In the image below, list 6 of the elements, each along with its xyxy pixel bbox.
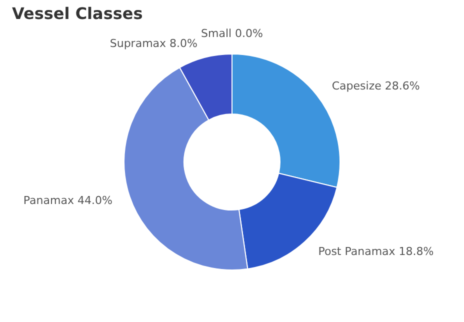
slice-label: Capesize 28.6% [332,80,420,93]
chart-title: Vessel Classes [12,4,143,23]
category-label: Small 0.0% [201,27,263,40]
slice-label: Post Panamax 18.8% [318,245,434,258]
slice-label: Supramax 8.0% [110,36,198,50]
slice-label: Panamax 44.0% [23,194,112,208]
